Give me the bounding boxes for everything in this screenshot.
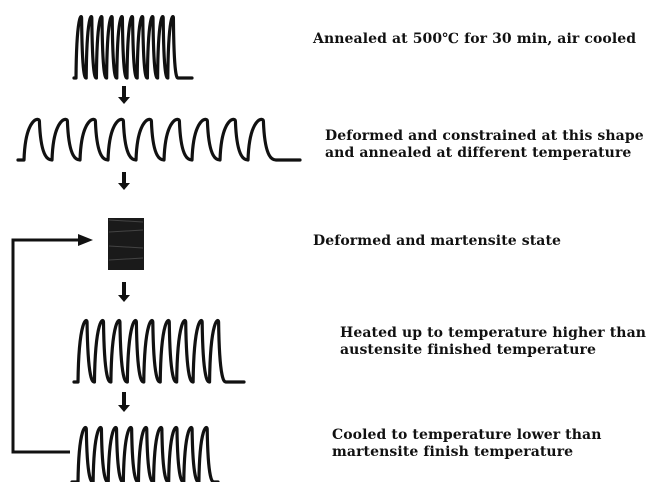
spring-heated [72,318,246,384]
down-arrow-icon [118,295,130,302]
step-label-annealed: Annealed at 500℃ for 30 min, air cooled [313,31,637,47]
step-label-martensite: Deformed and martensite state [313,233,562,249]
down-arrow-icon [118,97,130,104]
down-arrow-icon [118,183,130,190]
step-label-deformed-constrained: Deformed and constrained at this shape a… [325,128,644,161]
spring-cooled [70,425,220,484]
down-arrow-icon [118,405,130,412]
compressed-spring-texture [108,219,144,261]
step-label-heated: Heated up to temperature higher than aus… [340,325,647,358]
return-loop-arrowhead [78,234,93,246]
compressed-spring-block [108,218,144,270]
spring-annealed [72,14,194,80]
arrows-group [118,86,130,412]
return-loop-line [11,238,82,454]
step-label-cooled: Cooled to temperature lower than martens… [332,427,602,460]
spring-deformed-constrained [16,117,302,162]
